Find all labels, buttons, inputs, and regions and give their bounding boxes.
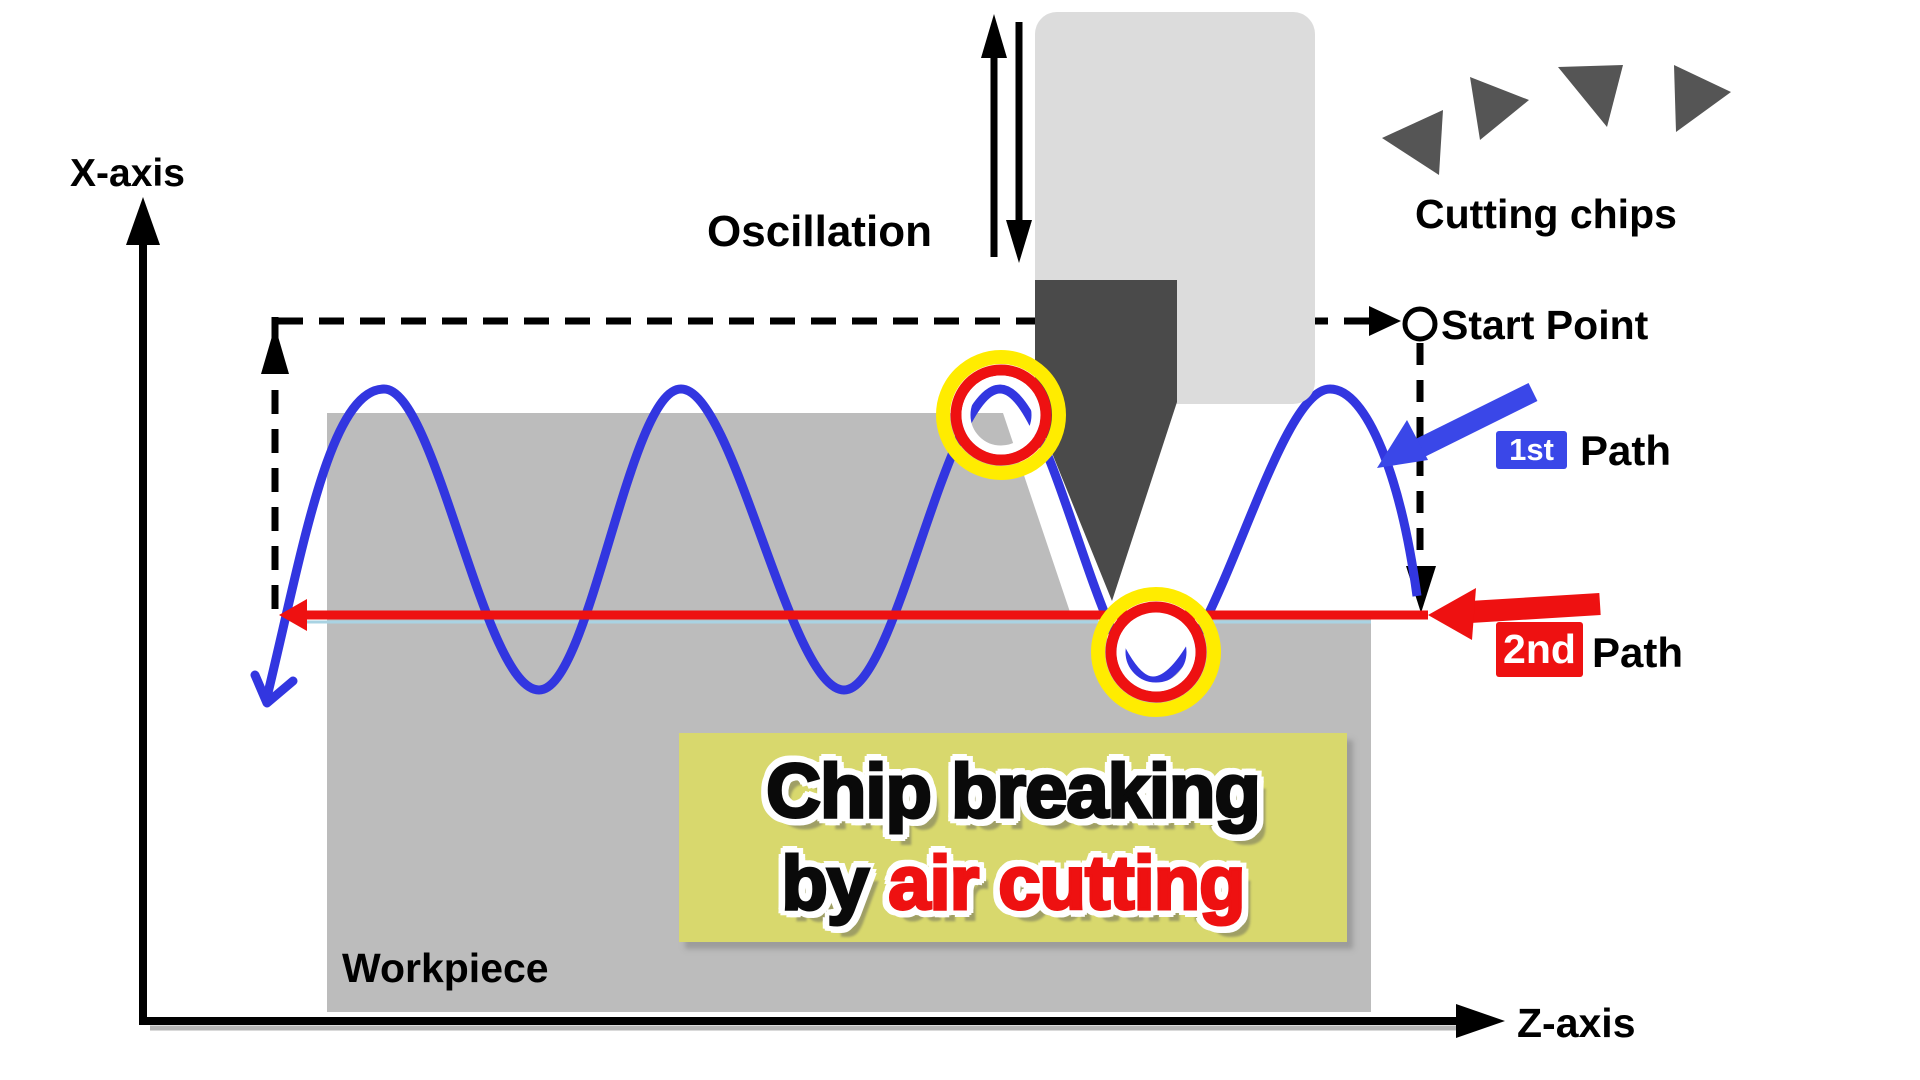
first-path-end-arrowhead [250, 670, 298, 708]
first-path-label: Path [1580, 427, 1672, 474]
z-axis-arrowhead [1456, 1004, 1505, 1038]
chip-icon [1470, 77, 1529, 140]
tool-insert [1035, 280, 1177, 601]
first-path-pointer-arrow [1411, 383, 1538, 459]
ring-red [1105, 601, 1207, 703]
caption-line-2: by air cutting [780, 838, 1247, 930]
chip-icon [1382, 110, 1443, 175]
x-axis-arrowhead [126, 197, 160, 245]
chip-icon [1674, 65, 1731, 132]
cutting-chips-label: Cutting chips [1415, 191, 1677, 237]
z-axis-label: Z-axis [1517, 1000, 1636, 1046]
oscillation-label: Oscillation [707, 207, 932, 256]
rapid-right-arrowhead [1369, 306, 1401, 336]
first-path-pointer-arrowhead [1377, 420, 1428, 468]
second-path-label: Path [1592, 629, 1684, 676]
caption-line2-highlight: air cutting [887, 839, 1247, 927]
oscillation-down-arrowhead [1006, 220, 1032, 263]
chip-icon [1558, 65, 1623, 127]
second-path-left-arrowhead [279, 599, 307, 631]
x-axis-label: X-axis [70, 152, 185, 195]
ring-red [950, 364, 1052, 466]
cutting-chips-group [1382, 65, 1731, 175]
caption-line2-prefix: by [780, 839, 889, 927]
second-path-pointer-arrowhead [1428, 588, 1476, 640]
first-path-badge: 1st [1496, 431, 1567, 469]
oscillation-arrows [990, 22, 1023, 257]
caption-box: Chip breaking by air cutting [679, 733, 1347, 942]
highlight-ring-peak [936, 350, 1066, 480]
rapid-up-arrowhead [261, 326, 289, 374]
start-point-marker [1402, 306, 1438, 342]
oscillation-up-arrowhead [981, 14, 1007, 58]
ring-yellow [936, 350, 1066, 480]
ring-white [1116, 612, 1196, 692]
ring-yellow [1091, 587, 1221, 717]
caption-line-1: Chip breaking [765, 747, 1263, 835]
ring-white [961, 375, 1041, 455]
start-point-label: Start Point [1441, 302, 1649, 348]
workpiece-label: Workpiece [342, 945, 549, 991]
highlight-ring-trough [1091, 587, 1221, 717]
first-path-curve [262, 384, 1422, 699]
second-path-badge: 2nd [1496, 622, 1583, 677]
second-path-pointer-arrow [1469, 593, 1601, 623]
